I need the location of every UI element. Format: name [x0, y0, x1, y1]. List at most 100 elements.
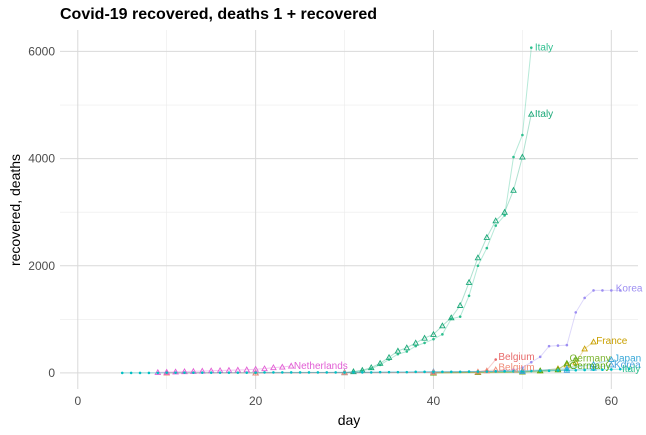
data-point [449, 370, 453, 374]
series-label-belgium: Belgium [498, 352, 534, 363]
data-point [467, 294, 471, 298]
series-label-italy: Italy [535, 109, 553, 120]
data-point [423, 341, 426, 345]
data-point [467, 370, 471, 373]
data-point [396, 370, 400, 374]
data-point [519, 367, 526, 374]
data-point [592, 368, 595, 372]
data-point [501, 208, 508, 215]
data-point [334, 371, 337, 374]
data-point [165, 371, 169, 374]
data-point [494, 370, 498, 373]
data-point [414, 344, 417, 348]
data-point [476, 264, 480, 268]
data-point [601, 368, 604, 372]
series-line [157, 365, 292, 373]
data-point [581, 345, 589, 352]
data-point [120, 371, 124, 375]
data-point [583, 296, 586, 300]
series-line [344, 47, 532, 374]
data-point [430, 368, 437, 375]
data-point [483, 233, 491, 240]
series-label-korea: Korea [616, 283, 643, 294]
data-point [289, 371, 293, 374]
plot-panel [60, 30, 638, 389]
data-point [618, 367, 622, 371]
chart-title: Covid-19 recovered, deaths 1 + recovered [60, 6, 378, 23]
data-point [601, 289, 604, 292]
y-tick-label: 2000 [28, 259, 55, 273]
data-point [529, 369, 533, 373]
data-point [521, 369, 524, 373]
data-point [192, 371, 195, 374]
series-label-italy: Italy [622, 364, 640, 375]
data-point [565, 343, 569, 347]
data-point [476, 370, 480, 373]
y-tick-label: 6000 [28, 44, 55, 58]
data-point [574, 311, 578, 314]
data-point [200, 371, 204, 374]
series-label-belgium: Belgium [498, 363, 534, 374]
data-point [352, 371, 355, 374]
data-point [252, 365, 259, 372]
data-point [183, 371, 186, 374]
data-point [474, 368, 482, 375]
data-point [556, 369, 560, 372]
data-point [572, 355, 580, 362]
data-point [538, 355, 542, 359]
data-point [503, 370, 506, 373]
data-point [174, 371, 177, 374]
x-tick-label: 40 [427, 394, 441, 408]
data-point [574, 363, 578, 367]
series-baseline-11 [120, 367, 631, 375]
data-point [378, 370, 382, 374]
data-point [218, 371, 222, 374]
data-point [278, 363, 286, 370]
data-point [147, 371, 151, 375]
data-point [583, 368, 586, 372]
series-line [344, 113, 532, 374]
data-point [270, 364, 277, 371]
y-tick-label: 4000 [28, 152, 55, 166]
data-point [394, 347, 402, 354]
data-point [412, 339, 420, 346]
data-point [474, 254, 482, 261]
data-point [556, 344, 560, 347]
data-point [307, 371, 311, 374]
data-point [439, 322, 446, 329]
data-point [441, 370, 444, 374]
data-point [618, 289, 622, 292]
data-point [592, 289, 595, 292]
data-point [494, 224, 498, 227]
data-point [254, 371, 257, 374]
data-point [287, 362, 295, 369]
data-point [361, 371, 364, 374]
data-point [405, 350, 409, 353]
series-italy-1 [341, 110, 535, 376]
data-point [245, 371, 249, 374]
data-point [485, 246, 489, 250]
data-point [396, 352, 400, 356]
y-axis: 0 2000 4000 6000 [28, 44, 55, 379]
data-point [456, 301, 464, 308]
data-point [421, 334, 428, 341]
data-point [403, 344, 411, 351]
data-point [503, 214, 506, 217]
data-point [272, 371, 275, 374]
data-point [376, 359, 384, 366]
data-point [512, 370, 515, 373]
series-label-france: France [596, 336, 628, 347]
series-label-japan: Japan [614, 353, 641, 364]
data-point [156, 371, 160, 375]
data-point [458, 370, 462, 374]
data-point [590, 338, 597, 345]
data-point [341, 369, 348, 376]
data-point [610, 368, 613, 371]
data-point [209, 371, 213, 374]
series-group [120, 46, 631, 376]
data-point [236, 371, 240, 374]
data-point [563, 366, 571, 373]
data-point [325, 371, 329, 374]
data-point [343, 371, 346, 374]
